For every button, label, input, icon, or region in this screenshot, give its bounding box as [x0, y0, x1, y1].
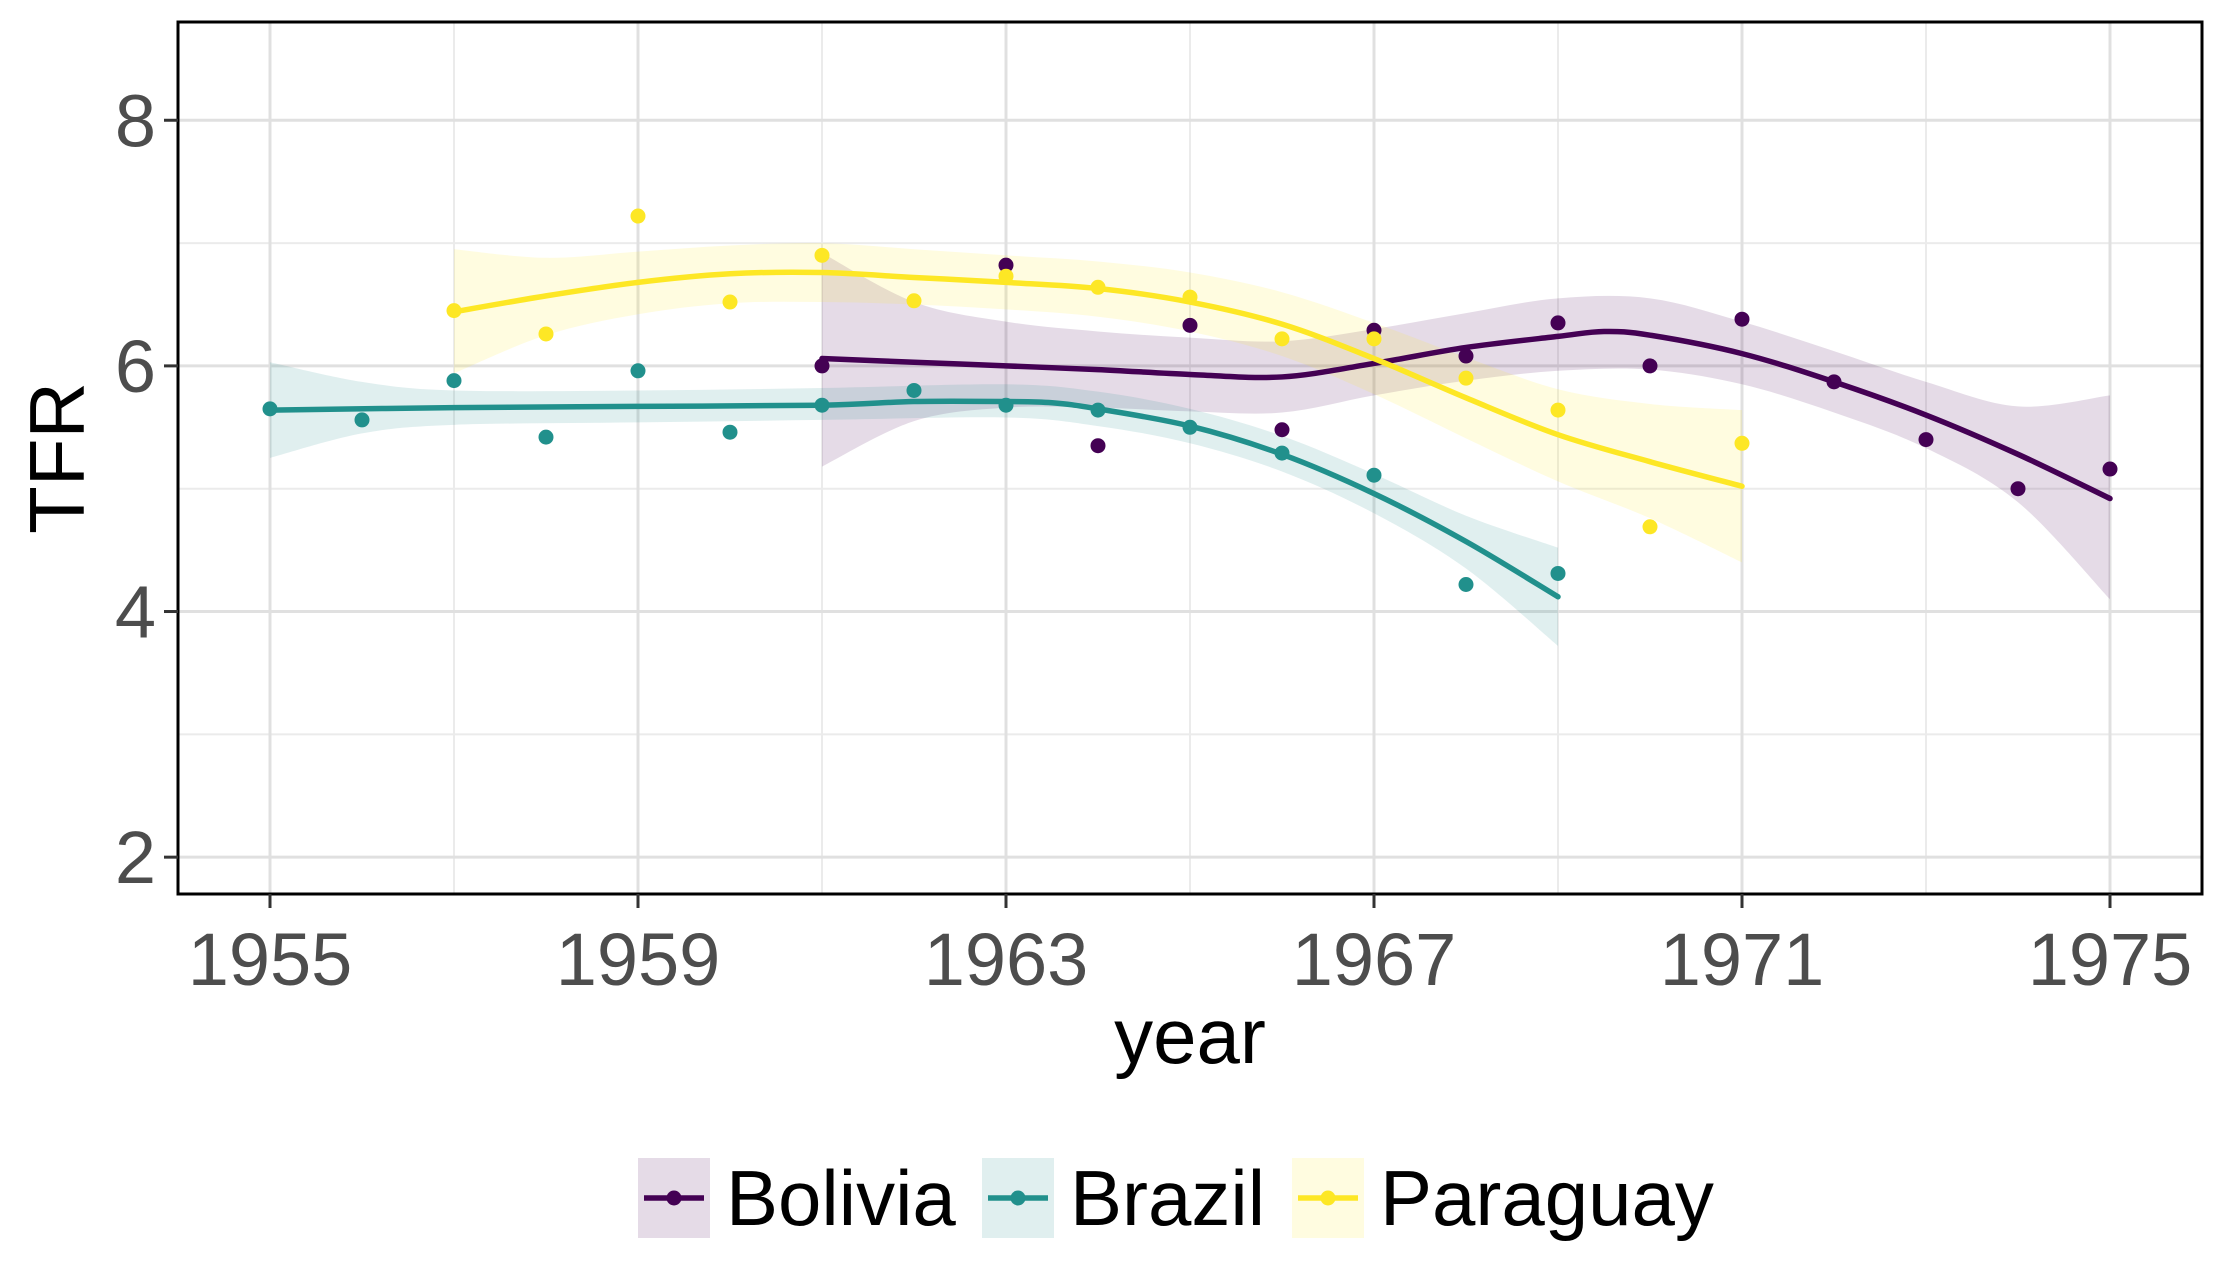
point-brazil — [906, 382, 922, 398]
point-bolivia — [1550, 315, 1566, 331]
y-tick-label: 4 — [115, 571, 156, 654]
point-paraguay — [1182, 289, 1198, 305]
legend: Bolivia Brazil Paraguay — [638, 1154, 1714, 1242]
x-axis-ticks: 1955 1959 1963 1967 1971 1975 — [188, 894, 2193, 1001]
legend-point-paraguay — [1320, 1190, 1336, 1206]
point-brazil — [814, 397, 830, 413]
x-tick-label: 1959 — [556, 918, 721, 1001]
point-bolivia — [1826, 374, 1842, 390]
point-brazil — [354, 412, 370, 428]
point-brazil — [1274, 445, 1290, 461]
point-brazil — [538, 429, 554, 445]
point-bolivia — [814, 358, 830, 374]
grid — [178, 22, 2202, 894]
legend-label-brazil: Brazil — [1070, 1154, 1265, 1242]
y-tick-label: 8 — [115, 79, 156, 162]
legend-label-bolivia: Bolivia — [726, 1154, 956, 1242]
point-brazil — [1458, 577, 1474, 593]
x-tick-label: 1963 — [924, 918, 1089, 1001]
point-paraguay — [998, 268, 1014, 284]
trend-bolivia — [819, 328, 2113, 502]
point-paraguay — [722, 294, 738, 310]
point-brazil — [1090, 402, 1106, 418]
point-bolivia — [1918, 432, 1934, 448]
point-bolivia — [2102, 461, 2118, 477]
band-brazil — [270, 362, 1558, 646]
legend-point-bolivia — [666, 1190, 682, 1206]
y-tick-label: 6 — [115, 325, 156, 408]
x-tick-label: 1967 — [1292, 918, 1457, 1001]
y-axis-ticks: 2 4 6 8 — [115, 79, 178, 899]
trend-brazil — [267, 398, 1561, 600]
point-brazil — [1550, 565, 1566, 581]
plot-border — [176, 20, 2204, 896]
point-paraguay — [814, 247, 830, 263]
point-paraguay — [446, 303, 462, 319]
band-bolivia — [822, 252, 2110, 600]
point-bolivia — [1642, 358, 1658, 374]
point-brazil — [1182, 419, 1198, 435]
point-brazil — [722, 424, 738, 440]
x-tick-label: 1955 — [188, 918, 353, 1001]
point-paraguay — [906, 293, 922, 309]
point-paraguay — [630, 208, 646, 224]
y-tick-label: 2 — [115, 816, 156, 899]
point-bolivia — [1182, 317, 1198, 333]
point-brazil — [630, 363, 646, 379]
point-brazil — [998, 397, 1014, 413]
point-paraguay — [538, 326, 554, 342]
x-axis-title: year — [1114, 992, 1266, 1080]
point-bolivia — [1734, 311, 1750, 327]
legend-label-paraguay: Paraguay — [1380, 1154, 1714, 1242]
point-paraguay — [1550, 402, 1566, 418]
point-paraguay — [1090, 279, 1106, 295]
point-brazil — [446, 373, 462, 389]
point-paraguay — [1734, 435, 1750, 451]
point-bolivia — [1090, 438, 1106, 454]
data-points — [262, 208, 2118, 593]
point-bolivia — [1458, 348, 1474, 364]
point-bolivia — [1274, 422, 1290, 438]
point-paraguay — [1458, 370, 1474, 386]
x-tick-label: 1975 — [2028, 918, 2193, 1001]
y-axis-title: TFR — [13, 382, 101, 534]
point-brazil — [262, 401, 278, 417]
point-paraguay — [1274, 331, 1290, 347]
legend-point-brazil — [1010, 1190, 1026, 1206]
x-tick-label: 1971 — [1660, 918, 1825, 1001]
point-bolivia — [998, 257, 1014, 273]
point-bolivia — [2010, 481, 2026, 497]
point-paraguay — [1642, 519, 1658, 535]
point-brazil — [1366, 467, 1382, 483]
point-paraguay — [1366, 331, 1382, 347]
